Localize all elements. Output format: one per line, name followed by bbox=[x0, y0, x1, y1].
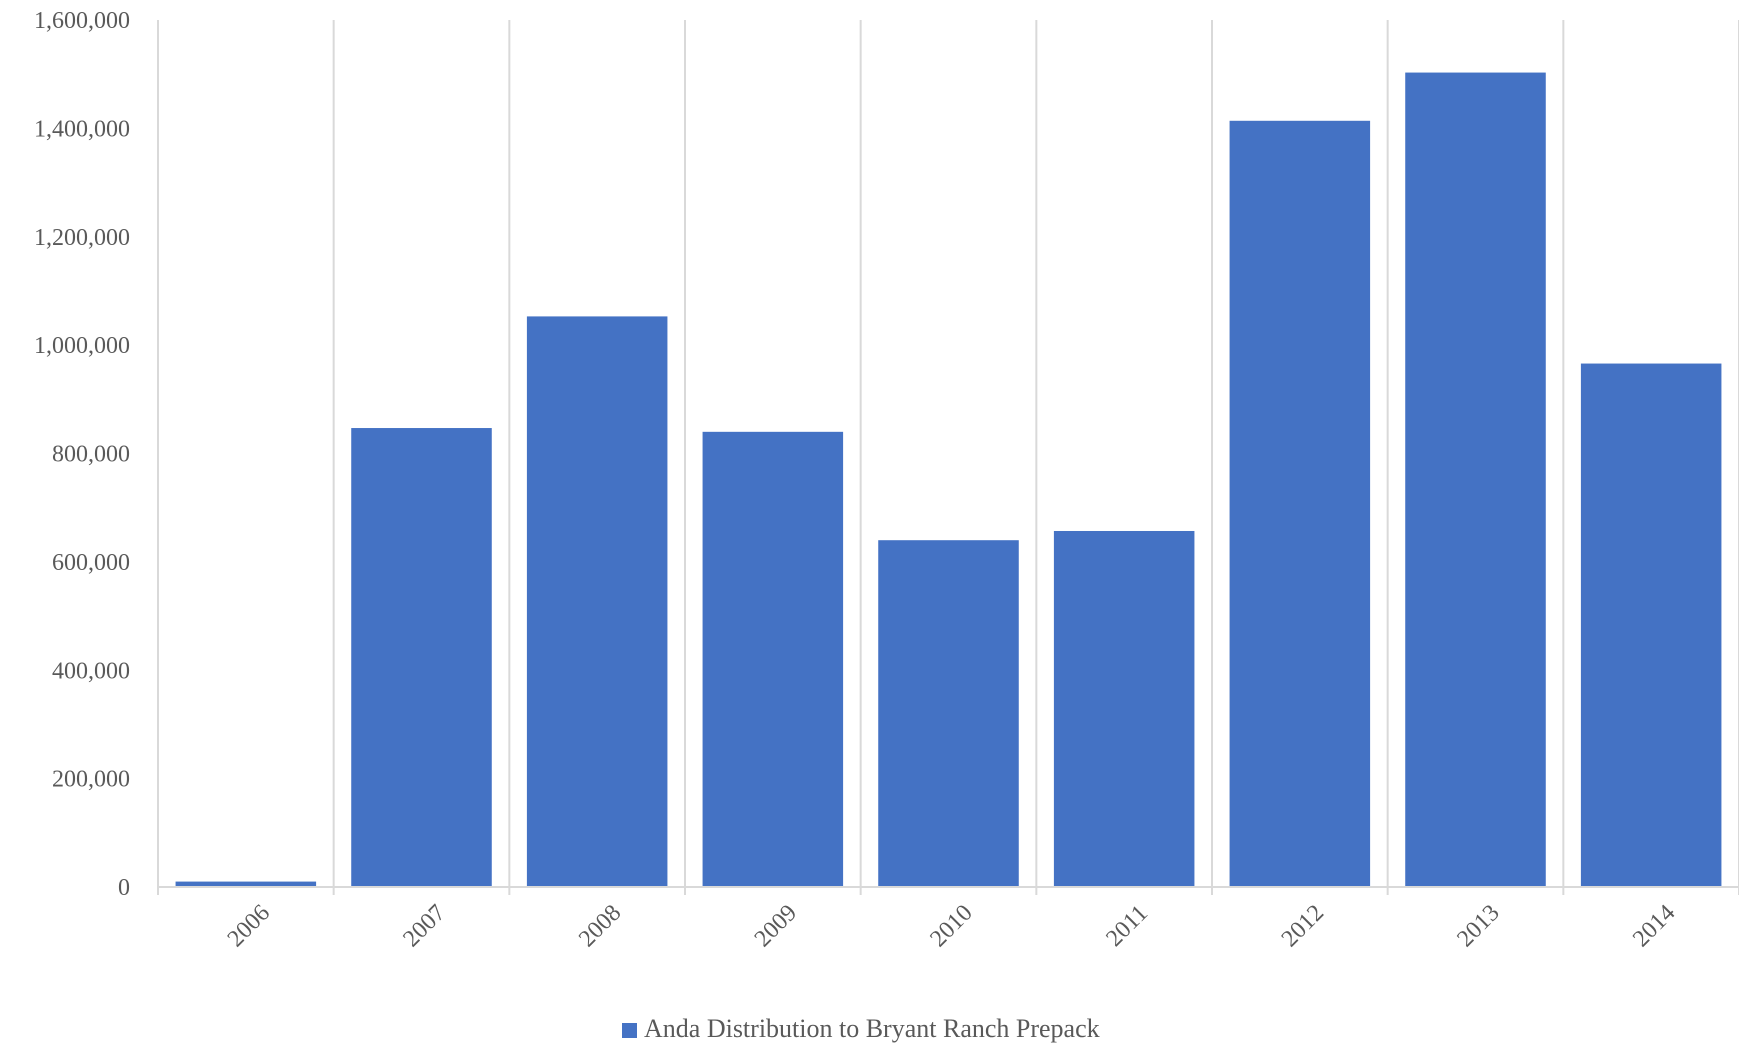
x-tick-label: 2009 bbox=[750, 900, 802, 952]
x-tick-label: 2012 bbox=[1277, 900, 1329, 952]
bar-2010 bbox=[878, 540, 1019, 887]
bar-layer bbox=[175, 72, 1722, 888]
y-tick-label: 600,000 bbox=[52, 550, 130, 576]
bar-2014 bbox=[1580, 363, 1722, 888]
y-tick-label: 1,400,000 bbox=[34, 116, 130, 142]
legend-label: Anda Distribution to Bryant Ranch Prepac… bbox=[644, 1014, 1100, 1043]
x-tick-label: 2008 bbox=[574, 900, 626, 952]
bar-2007 bbox=[351, 428, 492, 887]
y-tick-label: 200,000 bbox=[52, 767, 130, 793]
y-tick-label: 0 bbox=[118, 875, 130, 901]
y-tick-label: 800,000 bbox=[52, 442, 130, 468]
bar-2009 bbox=[702, 431, 844, 887]
x-tick-label: 2014 bbox=[1628, 900, 1680, 952]
y-tick-label: 1,600,000 bbox=[34, 8, 130, 34]
legend: Anda Distribution to Bryant Ranch Prepac… bbox=[622, 1014, 1100, 1043]
bar-2012 bbox=[1229, 120, 1371, 887]
y-tick-label: 400,000 bbox=[52, 658, 130, 684]
x-tick-label: 2007 bbox=[398, 900, 450, 952]
x-tick-label: 2010 bbox=[925, 900, 977, 952]
bar-2013 bbox=[1405, 72, 1546, 887]
x-tick-label: 2011 bbox=[1101, 900, 1153, 952]
x-tick-label: 2013 bbox=[1452, 900, 1504, 952]
y-tick-label: 1,000,000 bbox=[34, 333, 130, 359]
legend-swatch bbox=[622, 1023, 637, 1038]
bar-2011 bbox=[1053, 530, 1195, 887]
y-tick-label: 1,200,000 bbox=[34, 225, 130, 251]
x-tick-label: 2006 bbox=[223, 900, 275, 952]
bar-2008 bbox=[526, 316, 668, 887]
grid-layer bbox=[157, 20, 1739, 895]
bar-2006 bbox=[175, 881, 317, 887]
